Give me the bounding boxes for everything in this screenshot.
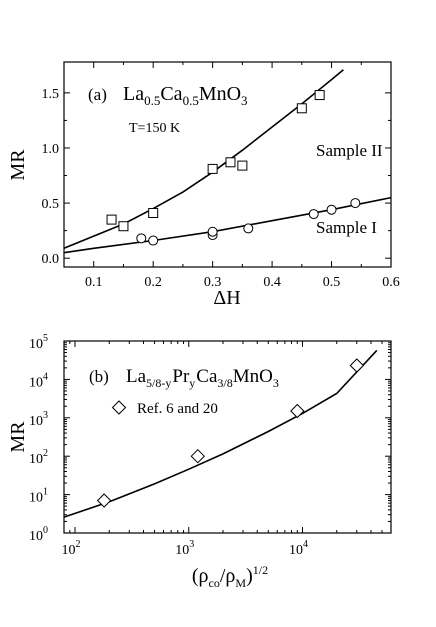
fit-curve-1: [63, 349, 378, 518]
y-tick-label: 0.5: [42, 197, 60, 212]
panel-b-fit-curves: [63, 349, 378, 518]
point-circle: [326, 204, 337, 215]
panel-b-plot-frame: [63, 340, 392, 534]
panel-b-ylabel: MR: [7, 421, 29, 453]
point-square: [148, 207, 159, 218]
series-label-sample-i: Sample I: [316, 218, 377, 237]
y-tick-label: 100: [29, 525, 48, 544]
point-circle: [136, 233, 147, 244]
panel-b-compound: La5/8-yPryCa3/8MnO3: [126, 366, 279, 390]
point-square: [225, 157, 236, 168]
panel-a-label: (a): [88, 85, 107, 104]
point-diamond: [290, 403, 305, 419]
point-circle: [350, 198, 361, 209]
y-tick-label: 1.0: [42, 142, 60, 157]
x-tick-label: 104: [289, 539, 308, 558]
point-square: [314, 90, 325, 101]
point-square: [207, 163, 218, 174]
y-tick-label: 103: [29, 410, 48, 429]
y-tick-label: 105: [29, 333, 48, 352]
point-diamond: [96, 493, 112, 508]
panel-a-data-points: [106, 90, 361, 246]
point-circle: [243, 223, 254, 234]
y-tick-label: 104: [29, 371, 48, 390]
point-square: [118, 221, 129, 232]
point-diamond: [349, 358, 365, 373]
panel-a-ylabel: MR: [7, 149, 29, 181]
x-tick-label: 103: [175, 539, 194, 558]
panel-b-label: (b): [89, 367, 109, 386]
point-diamond: [190, 448, 206, 464]
panel-a-ticks: 0.1 0.2 0.3 0.4 0.5 0.6 0.0 0.5 1.0 1.5: [42, 62, 400, 290]
x-tick-label: 0.5: [323, 275, 341, 290]
legend-marker-diamond: [111, 400, 127, 415]
panel-a-temperature: T=150 K: [129, 121, 180, 136]
panel-b: 102 103 104 100 101 102 103 104 105 (b) La5/8-yP…: [7, 333, 392, 590]
point-square: [296, 103, 307, 114]
panel-b-xlabel: (ρco/ρM)1/2: [192, 563, 268, 590]
panel-b-data-points: [96, 358, 365, 508]
x-tick-label: 0.3: [204, 275, 222, 290]
y-tick-label: 0.0: [42, 252, 60, 267]
point-circle: [308, 209, 319, 220]
legend-label-ref: Ref. 6 and 20: [137, 401, 218, 417]
y-tick-label: 101: [29, 487, 48, 506]
point-square: [237, 160, 248, 171]
x-tick-label: 0.1: [85, 275, 103, 290]
point-circle: [148, 235, 159, 246]
panel-a: 0.1 0.2 0.3 0.4 0.5 0.6 0.0 0.5 1.0 1.5 (a) La0.5…: [7, 61, 400, 309]
panel-a-plot-frame: [63, 61, 392, 268]
panel-a-compound: La0.5Ca0.5MnO3: [123, 83, 248, 108]
point-square: [106, 214, 117, 225]
panel-a-xlabel: ΔH: [213, 287, 240, 309]
x-tick-label: 0.4: [263, 275, 281, 290]
x-tick-label: 102: [62, 539, 81, 558]
y-tick-label: 1.5: [42, 87, 60, 102]
point-circle: [207, 226, 218, 237]
series-label-sample-ii: Sample II: [316, 141, 383, 160]
x-tick-label: 0.2: [144, 275, 162, 290]
x-tick-label: 0.6: [382, 275, 400, 290]
y-tick-label: 102: [29, 448, 48, 467]
